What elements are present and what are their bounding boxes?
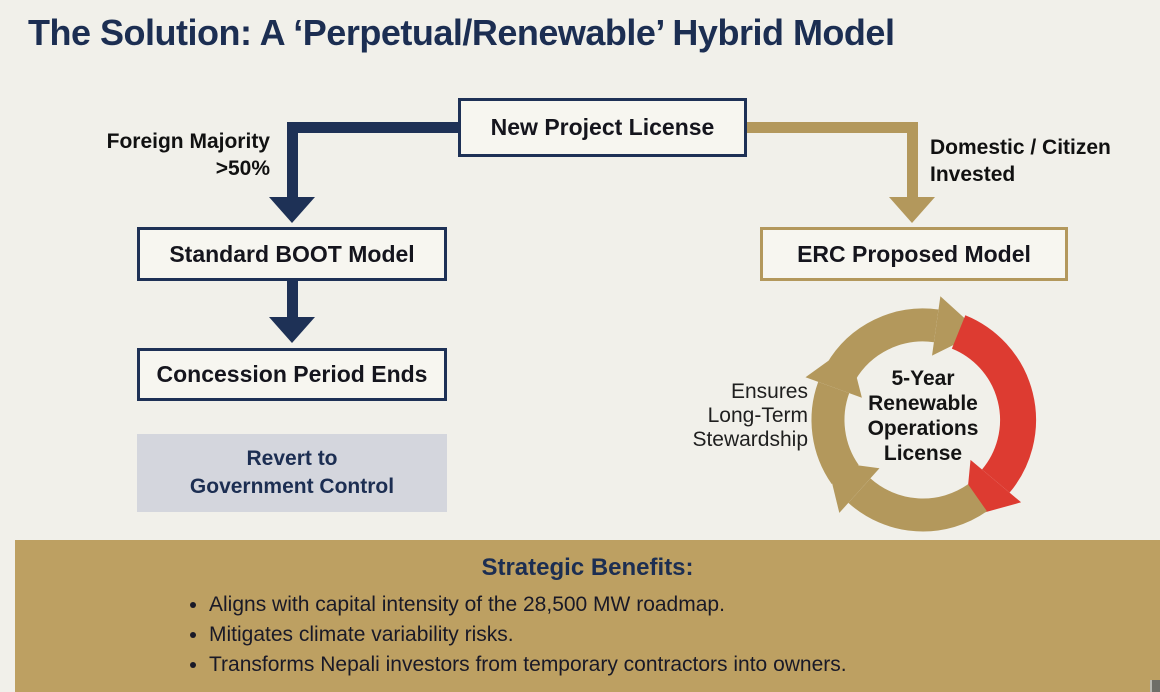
cycle-side-label-line: Ensures bbox=[730, 380, 808, 403]
benefit-item: Transforms Nepali investors from tempora… bbox=[209, 650, 1160, 680]
gold-connector-vertical bbox=[907, 122, 918, 198]
cycle-side-label-line: Long-Term bbox=[707, 404, 808, 427]
cycle-side-label-line: Stewardship bbox=[692, 428, 808, 451]
navy-connector-horizontal bbox=[287, 122, 458, 133]
gold-arrowhead-icon bbox=[889, 197, 935, 223]
page-title: The Solution: A ‘Perpetual/Renewable’ Hy… bbox=[28, 12, 895, 53]
corner-artifact bbox=[1150, 680, 1160, 692]
cycle-side-label-stewardship: Ensures Long-Term Stewardship bbox=[590, 380, 808, 452]
cycle-center-line: Operations bbox=[867, 417, 979, 440]
flow-box-new-project-license: New Project License bbox=[458, 98, 747, 157]
navy-connector-vertical bbox=[287, 122, 298, 198]
cycle-center-label: 5-Year Renewable Operations License bbox=[838, 366, 1008, 466]
strategic-benefits-banner: Strategic Benefits: Aligns with capital … bbox=[15, 540, 1160, 692]
flow-box-standard-boot-model: Standard BOOT Model bbox=[137, 227, 447, 281]
flow-box-label: Concession Period Ends bbox=[156, 361, 428, 387]
branch-label-line: Foreign Majority bbox=[106, 130, 270, 153]
renewal-cycle-icon bbox=[805, 296, 1036, 532]
flow-box-label: ERC Proposed Model bbox=[797, 240, 1031, 267]
branch-label-domestic-citizen: Domestic / Citizen Invested bbox=[930, 134, 1160, 188]
flow-box-label-line: Revert to bbox=[246, 447, 338, 470]
navy-arrowhead-icon bbox=[269, 317, 315, 343]
branch-label-line: Invested bbox=[930, 163, 1016, 186]
navy-arrowhead-icon bbox=[269, 197, 315, 223]
branch-label-line: >50% bbox=[215, 157, 270, 180]
cycle-center-line: Renewable bbox=[868, 392, 978, 415]
branch-label-foreign-majority: Foreign Majority >50% bbox=[40, 128, 270, 182]
cycle-center-line: License bbox=[883, 442, 963, 465]
flow-box-label-line: Government Control bbox=[189, 475, 395, 498]
cycle-center-line: 5-Year bbox=[891, 367, 955, 390]
branch-label-line: Domestic / Citizen bbox=[930, 136, 1111, 159]
benefit-item: Aligns with capital intensity of the 28,… bbox=[209, 590, 1160, 620]
flow-box-label: New Project License bbox=[490, 114, 715, 140]
flow-box-erc-proposed-model: ERC Proposed Model bbox=[760, 227, 1068, 281]
gold-connector-horizontal bbox=[747, 122, 918, 133]
benefits-list: Aligns with capital intensity of the 28,… bbox=[187, 590, 1160, 680]
benefits-heading: Strategic Benefits: bbox=[481, 554, 694, 581]
flow-box-label: Standard BOOT Model bbox=[169, 240, 415, 267]
flow-box-revert-to-government-control: Revert to Government Control bbox=[137, 434, 447, 512]
flow-box-concession-period-ends: Concession Period Ends bbox=[137, 348, 447, 401]
benefit-item: Mitigates climate variability risks. bbox=[209, 620, 1160, 650]
navy-connector-vertical bbox=[287, 281, 298, 318]
